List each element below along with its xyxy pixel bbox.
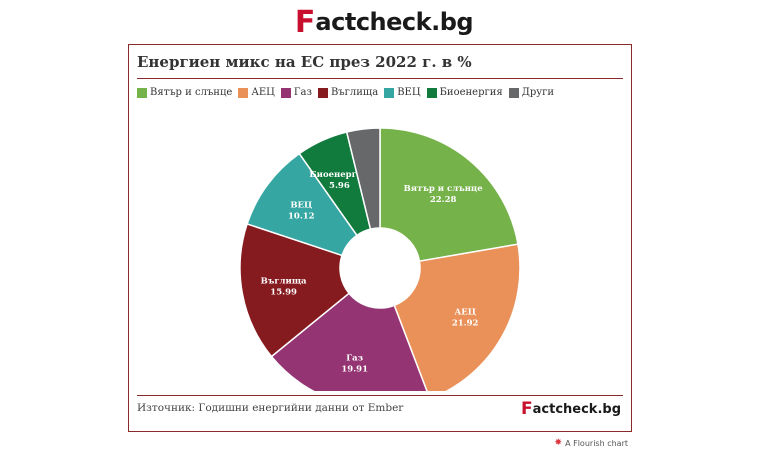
flourish-credit-text: A Flourish chart (565, 438, 628, 448)
donut-slice[interactable] (239, 222, 351, 358)
chart-legend: Вятър и слънце АЕЦ Газ Въглища ВЕЦ Биоенергия… (137, 87, 627, 98)
flourish-icon: ✸ (554, 438, 563, 448)
slice-label: Газ (346, 354, 363, 364)
chart-panel: Енергиен микс на ЕС през 2022 г. в % Вят… (128, 44, 632, 432)
legend-item[interactable]: Други (508, 87, 555, 98)
legend-swatch (426, 87, 437, 98)
source-note: Източник: Годишни енергийни данни от Emb… (137, 402, 404, 414)
slice-label: Вятър и слънце (404, 184, 484, 194)
legend-item[interactable]: Газ (280, 87, 312, 98)
slice-value: 21.92 (452, 319, 479, 329)
legend-label: АЕЦ (251, 87, 275, 98)
slice-value: 15.99 (270, 288, 297, 298)
brand-text: actcheck.bg (532, 401, 621, 417)
slice-value: 19.91 (341, 365, 368, 375)
slice-value: 10.12 (288, 212, 315, 222)
slice-value: 5.96 (329, 181, 350, 191)
slice-label: Въглища (261, 277, 307, 287)
brand-f-mark: F (521, 399, 533, 419)
donut-slice[interactable] (345, 127, 381, 231)
chart-title: Енергиен микс на ЕС през 2022 г. в % (137, 53, 472, 71)
legend-swatch (137, 87, 147, 98)
legend-label: Въглища (330, 87, 379, 98)
legend-swatch (238, 87, 249, 98)
donut-slice[interactable] (393, 243, 521, 391)
donut-slice[interactable] (379, 127, 519, 263)
slice-label: ВЕЦ (290, 201, 312, 211)
legend-swatch (280, 87, 291, 98)
donut-slice[interactable] (246, 152, 358, 257)
legend-item[interactable]: ВЕЦ (384, 87, 421, 98)
legend-swatch (384, 87, 395, 98)
legend-item[interactable]: АЕЦ (238, 87, 275, 98)
legend-label: ВЕЦ (397, 87, 421, 98)
brand-text: actcheck.bg (315, 8, 474, 36)
flourish-credit-link[interactable]: ✸ A Flourish chart (555, 438, 628, 448)
slice-label: АЕЦ (454, 308, 476, 318)
legend-item[interactable]: Вятър и слънце (137, 87, 232, 98)
legend-label: Газ (293, 87, 312, 98)
legend-item[interactable]: Въглища (317, 87, 379, 98)
legend-label: Други (521, 87, 555, 98)
slice-value: 22.28 (430, 195, 457, 205)
title-divider (137, 78, 623, 79)
legend-swatch (508, 87, 519, 98)
slice-label: Биоенергия (309, 170, 369, 180)
legend-label: Биоенергия (439, 87, 503, 98)
donut-slice[interactable] (270, 292, 430, 391)
legend-label: Вятър и слънце (150, 87, 233, 98)
legend-swatch (317, 87, 328, 98)
footer-divider (137, 395, 623, 396)
legend-item[interactable]: Биоенергия (426, 87, 503, 98)
brand-f-mark: F (294, 4, 316, 40)
